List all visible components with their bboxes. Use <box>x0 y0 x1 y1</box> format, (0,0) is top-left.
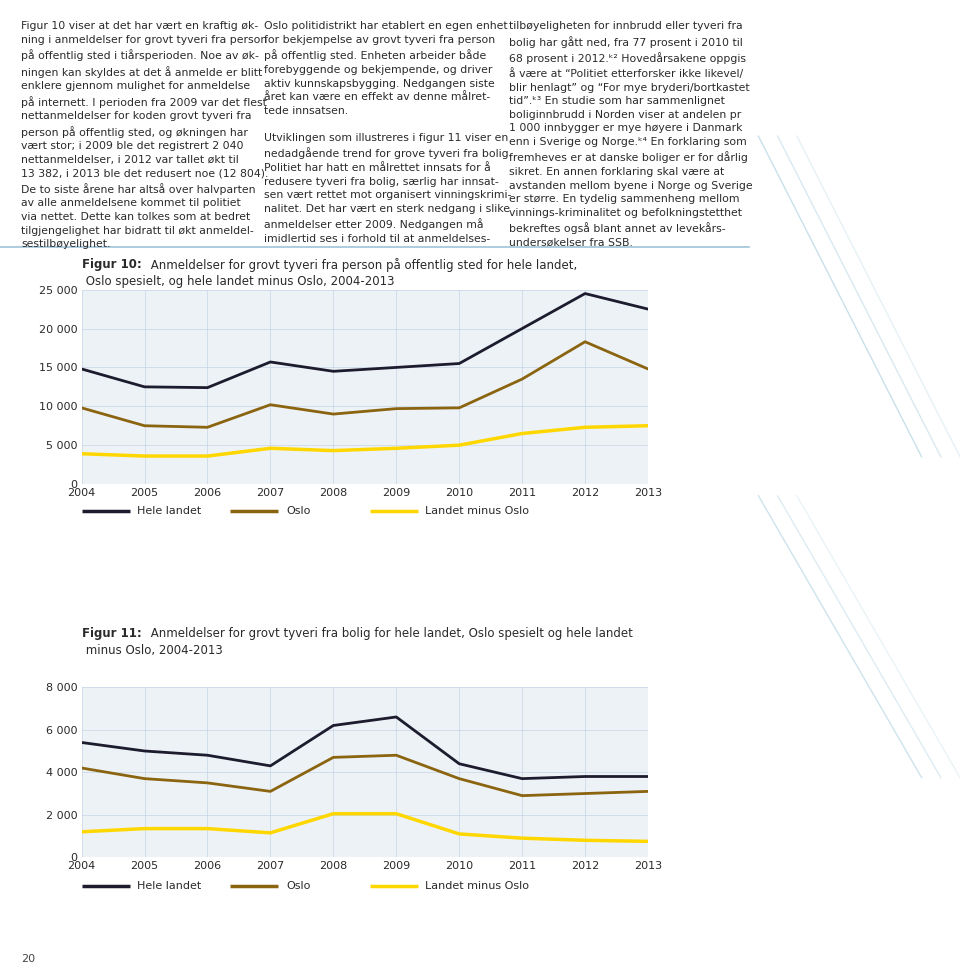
Text: Landet minus Oslo: Landet minus Oslo <box>425 506 529 516</box>
Text: Anmeldelser for grovt tyveri fra bolig for hele landet, Oslo spesielt og hele la: Anmeldelser for grovt tyveri fra bolig f… <box>147 627 633 640</box>
Text: Oslo: Oslo <box>286 882 310 891</box>
Text: Oslo: Oslo <box>286 506 310 516</box>
Text: Figur 11:: Figur 11: <box>82 627 141 640</box>
Text: Oslo politidistrikt har etablert en egen enhet
for bekjempelse av grovt tyveri f: Oslo politidistrikt har etablert en egen… <box>264 21 512 244</box>
Text: Hele landet: Hele landet <box>137 882 202 891</box>
Text: Oslo spesielt, og hele landet minus Oslo, 2004-2013: Oslo spesielt, og hele landet minus Oslo… <box>82 275 395 288</box>
Text: minus Oslo, 2004-2013: minus Oslo, 2004-2013 <box>82 644 223 657</box>
Text: Anmeldelser for grovt tyveri fra person på offentlig sted for hele landet,: Anmeldelser for grovt tyveri fra person … <box>147 258 577 271</box>
Text: Hele landet: Hele landet <box>137 506 202 516</box>
Text: Figur 10 viser at det har vært en kraftig øk-
ning i anmeldelser for grovt tyver: Figur 10 viser at det har vært en krafti… <box>21 21 269 249</box>
Text: tilbøyeligheten for innbrudd eller tyveri fra
bolig har gått ned, fra 77 prosent: tilbøyeligheten for innbrudd eller tyver… <box>509 21 753 248</box>
Text: 20: 20 <box>21 955 36 964</box>
Text: Landet minus Oslo: Landet minus Oslo <box>425 882 529 891</box>
Text: Figur 10:: Figur 10: <box>82 258 141 270</box>
